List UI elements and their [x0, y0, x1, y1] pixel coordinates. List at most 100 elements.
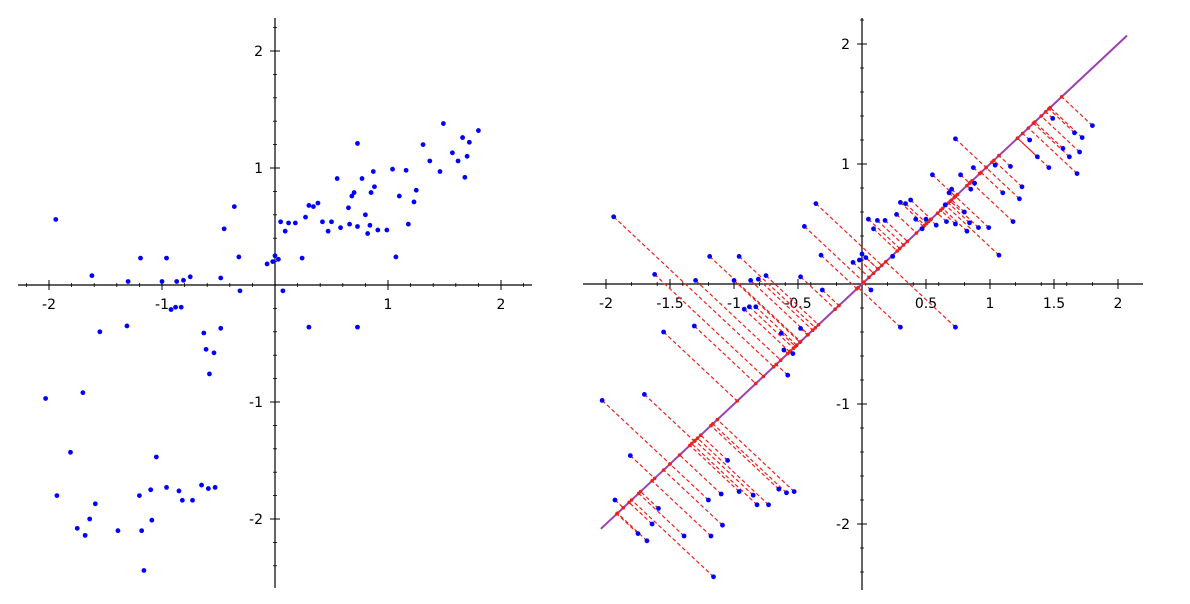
projected-point — [928, 218, 933, 222]
y-tick-label: -1 — [836, 397, 850, 413]
data-point — [819, 287, 825, 293]
projected-point — [979, 170, 983, 175]
projected-point — [636, 491, 641, 496]
data-point — [790, 351, 796, 356]
data-point — [798, 274, 803, 280]
projection-line — [712, 423, 787, 494]
data-point — [141, 568, 147, 573]
x-tick-label: 1 — [384, 297, 393, 313]
data-point — [953, 324, 958, 330]
data-point — [346, 205, 351, 211]
data-point — [635, 531, 641, 536]
data-point — [43, 396, 49, 401]
projection-line — [755, 306, 798, 346]
projection-line — [800, 276, 836, 310]
data-point — [791, 489, 797, 494]
x-tick-label: -1 — [155, 297, 169, 313]
projection-line — [733, 279, 801, 343]
projection-line — [821, 289, 840, 307]
data-point — [718, 491, 724, 497]
projected-point — [615, 511, 620, 515]
data-point — [894, 212, 899, 217]
projection-line — [940, 209, 956, 225]
data-point — [54, 493, 60, 498]
data-point — [368, 190, 374, 195]
data-point — [413, 187, 419, 193]
projection-line — [765, 275, 819, 326]
data-point — [691, 323, 697, 329]
plot-area: -2 -1 1 2 -2 -1 1 2 — [18, 18, 532, 588]
projected-point — [948, 199, 953, 203]
data-point — [174, 279, 180, 284]
data-point — [187, 274, 193, 280]
projected-point — [997, 153, 1001, 158]
scatter-plot-right-projection: -2 -1.5 -1 -0.5 0.5 1 1.5 2 -2 -1 1 2 — [583, 18, 1143, 590]
data-point — [405, 221, 411, 227]
projection-line — [669, 463, 709, 501]
data-point — [1027, 137, 1033, 143]
data-point — [325, 228, 331, 234]
projected-point — [711, 422, 715, 426]
data-point — [972, 180, 978, 186]
data-point — [857, 257, 862, 263]
projection-line — [640, 491, 659, 509]
projected-point — [880, 263, 884, 268]
projected-point — [1015, 136, 1020, 140]
data-point — [874, 218, 880, 223]
data-point — [731, 278, 737, 283]
projection-line — [947, 202, 970, 224]
projection-line — [985, 167, 1020, 200]
data-point — [890, 254, 896, 259]
data-point — [649, 521, 655, 527]
projection-line — [803, 225, 865, 283]
projection-line — [691, 443, 758, 506]
data-point — [1046, 165, 1052, 171]
data-point — [460, 135, 465, 140]
data-point — [725, 458, 730, 463]
data-point — [173, 304, 178, 310]
data-point — [898, 200, 903, 205]
data-point — [923, 216, 929, 222]
data-point — [201, 330, 207, 336]
data-point — [919, 226, 925, 232]
projection-line — [951, 199, 965, 213]
data-point — [53, 217, 59, 222]
data-point — [355, 224, 360, 229]
data-point — [958, 172, 963, 178]
projection-line — [613, 216, 775, 368]
data-point — [785, 372, 791, 378]
projected-point — [965, 183, 969, 188]
data-point — [178, 304, 184, 310]
projection-line — [651, 480, 712, 537]
data-point — [375, 227, 381, 233]
data-point — [115, 528, 121, 534]
projection-line — [697, 437, 769, 506]
data-point — [599, 398, 605, 403]
projected-point — [1043, 110, 1048, 114]
data-point — [1008, 164, 1013, 169]
projected-point — [953, 194, 958, 199]
data-point — [390, 166, 395, 172]
projection-line — [980, 171, 1004, 194]
projection-line — [876, 219, 905, 246]
data-point — [311, 204, 316, 210]
projection-line — [743, 308, 791, 353]
data-point — [913, 216, 919, 222]
data-point — [359, 176, 365, 181]
data-point — [205, 486, 211, 491]
data-point — [164, 255, 169, 261]
projection-line — [694, 440, 754, 496]
data-point — [992, 162, 998, 168]
projection-line — [820, 254, 858, 290]
projection-line — [663, 469, 723, 526]
projected-point — [798, 340, 802, 345]
projected-point — [627, 500, 631, 505]
data-point — [450, 150, 455, 156]
projected-point — [677, 453, 682, 457]
projection-line — [867, 218, 901, 250]
data-point — [149, 517, 155, 523]
projection-line — [910, 199, 932, 220]
data-point — [264, 261, 270, 267]
projected-point — [969, 180, 973, 184]
data-point — [1010, 219, 1016, 225]
